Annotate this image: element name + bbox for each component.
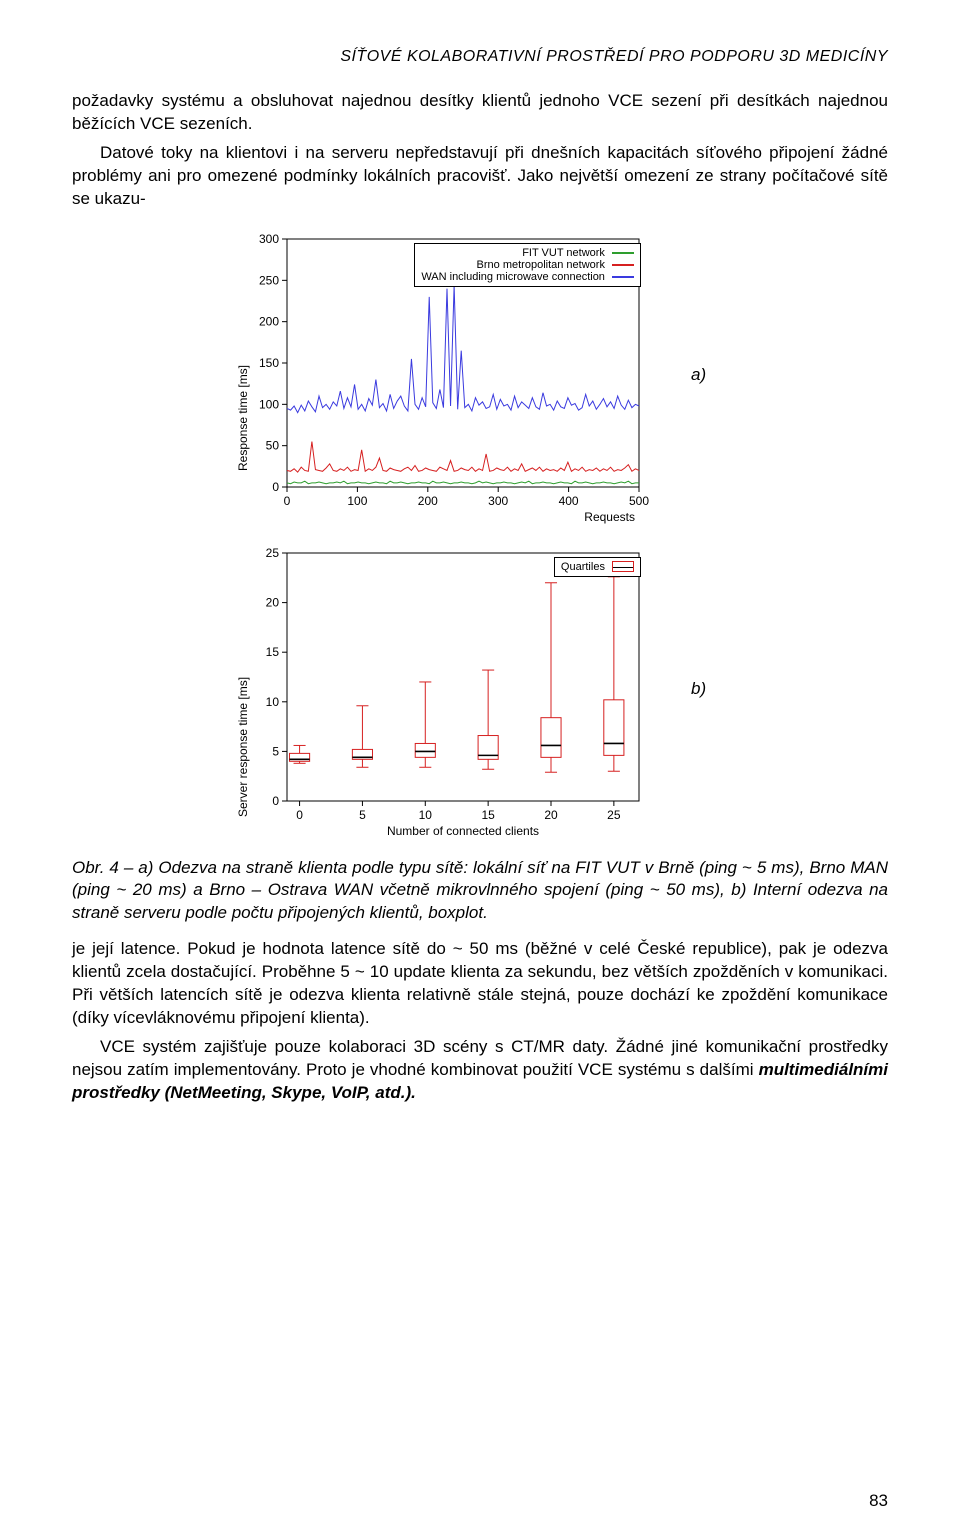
paragraph-3b: VCE systém zajišťuje pouze kolaboraci 3D…	[72, 1036, 888, 1105]
svg-text:100: 100	[259, 397, 279, 411]
figure-b-wrap: 0 5 10 15 20 25 0 5 10 15 20 25 Number of connected …	[72, 539, 888, 839]
svg-text:5: 5	[272, 744, 279, 758]
svg-text:0: 0	[296, 808, 303, 822]
figure-b-label: b)	[691, 679, 731, 699]
svg-text:400: 400	[559, 494, 579, 508]
svg-text:Server response time [ms]: Server response time [ms]	[236, 677, 250, 817]
svg-text:200: 200	[418, 494, 438, 508]
svg-text:300: 300	[488, 494, 508, 508]
page: SÍŤOVÉ KOLABORATIVNÍ PROSTŘEDÍ PRO PODPO…	[0, 0, 960, 1539]
paragraph-1: požadavky systému a obsluhovat najednou …	[72, 90, 888, 136]
svg-text:20: 20	[266, 595, 280, 609]
svg-text:20: 20	[544, 808, 558, 822]
svg-text:25: 25	[607, 808, 621, 822]
svg-text:10: 10	[266, 694, 280, 708]
figure-caption: Obr. 4 – a) Odezva na straně klienta pod…	[72, 857, 888, 924]
svg-text:0: 0	[284, 494, 291, 508]
svg-text:250: 250	[259, 273, 279, 287]
svg-text:Number of connected clients: Number of connected clients	[387, 824, 539, 838]
paragraph-2: Datové toky na klientovi i na serveru ne…	[72, 142, 888, 211]
figure-a-wrap: 0 100 200 300 400 500 0 50 100 150 200 250 300 Reques…	[72, 225, 888, 525]
svg-text:50: 50	[266, 438, 280, 452]
svg-text:500: 500	[629, 494, 649, 508]
paragraph-3a: je její latence. Pokud je hodnota latenc…	[72, 938, 888, 1030]
chart-b: 0 5 10 15 20 25 0 5 10 15 20 25 Number of connected …	[229, 539, 659, 839]
svg-text:Response time [ms]: Response time [ms]	[236, 365, 250, 471]
chart-b-legend: Quartiles	[554, 557, 641, 577]
page-number: 83	[869, 1491, 888, 1511]
svg-text:100: 100	[347, 494, 367, 508]
svg-text:200: 200	[259, 314, 279, 328]
svg-text:Requests: Requests	[584, 510, 635, 524]
svg-text:15: 15	[481, 808, 495, 822]
svg-text:0: 0	[272, 794, 279, 808]
chart-a-legend: FIT VUT network Brno metropolitan networ…	[414, 243, 641, 287]
svg-text:0: 0	[272, 480, 279, 494]
chart-a: 0 100 200 300 400 500 0 50 100 150 200 250 300 Reques…	[229, 225, 659, 525]
svg-text:15: 15	[266, 645, 280, 659]
paragraph-2-text: Datové toky na klientovi i na serveru ne…	[72, 143, 888, 208]
svg-text:300: 300	[259, 232, 279, 246]
svg-text:150: 150	[259, 356, 279, 370]
figure-caption-text: Obr. 4 – a) Odezva na straně klienta pod…	[72, 858, 888, 922]
figure-a-label: a)	[691, 365, 731, 385]
svg-text:10: 10	[419, 808, 433, 822]
running-head: SÍŤOVÉ KOLABORATIVNÍ PROSTŘEDÍ PRO PODPO…	[72, 48, 888, 66]
svg-text:25: 25	[266, 546, 280, 560]
svg-text:5: 5	[359, 808, 366, 822]
